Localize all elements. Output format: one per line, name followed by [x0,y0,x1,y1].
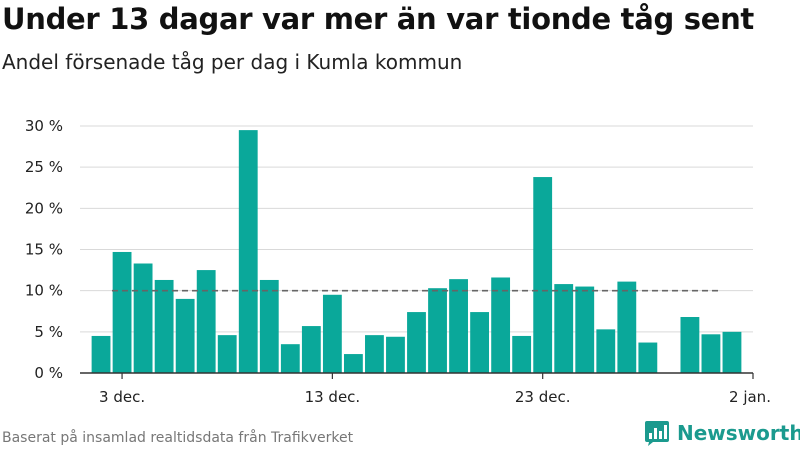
bar-2023-12-02 [91,335,111,373]
bar-2023-12-13 [322,294,342,373]
bar-2023-12-04 [133,263,153,373]
bar-2023-12-09 [238,130,258,373]
x-tick-label: 23 dec. [515,388,571,406]
bar-2023-12-27 [617,281,637,373]
bar-2023-12-22 [512,335,532,373]
chart-title: Under 13 dagar var mer än var tionde tåg… [2,2,754,36]
y-tick-label: 15 % [25,241,63,259]
bar-2023-12-21 [491,277,511,373]
bar-2023-12-06 [175,298,195,373]
bar-2023-12-26 [596,329,616,373]
bar-2023-12-19 [449,279,468,373]
bar-2023-12-24 [554,284,574,373]
bar-2023-12-08 [217,335,237,373]
bar-2023-12-17 [407,312,426,373]
bar-2023-12-23 [533,177,553,373]
bar-2023-12-03 [112,251,132,373]
axes: 0 % 5 % 10 % 15 % 20 % 25 % 30 % 3 dec. 13 dec. 2… [25,117,771,406]
bar-chart-logo-icon [645,421,669,446]
bar-2023-12-16 [386,336,405,373]
newsworthy-logo[interactable]: Newsworthy [644,420,800,446]
chart-subtitle: Andel försenade tåg per dag i Kumla komm… [2,50,463,74]
y-tick-label: 5 % [34,323,63,341]
y-tick-label: 0 % [34,364,63,382]
y-tick-label: 10 % [25,282,63,300]
y-tick-label: 20 % [25,199,63,217]
bar-2023-12-25 [575,286,595,373]
bar-2023-12-31 [701,334,721,373]
bar-2023-12-11 [280,344,300,373]
x-tick-label: 13 dec. [305,388,361,406]
bar-2023-12-10 [259,279,279,373]
bar-2023-12-20 [470,312,490,373]
bar-2023-12-07 [196,270,216,373]
bar-2023-12-28 [638,342,658,373]
source-note: Baserat på insamlad realtidsdata från Tr… [2,430,354,446]
bar-2023-12-05 [154,279,174,373]
x-tick-label: 3 dec. [99,388,145,406]
bar-2023-12-12 [301,326,321,373]
brand-name: Newsworthy [677,421,800,445]
bar-2023-12-14 [343,354,363,373]
bars [91,130,742,373]
y-tick-label: 25 % [25,158,63,176]
x-tick-label: 2 jan. [729,388,771,406]
bar-2023-12-18 [428,288,447,373]
bar-2023-12-30 [680,317,700,373]
y-tick-label: 30 % [25,117,63,135]
bar-2024-01-01 [722,331,742,373]
bar-2023-12-15 [365,335,384,373]
